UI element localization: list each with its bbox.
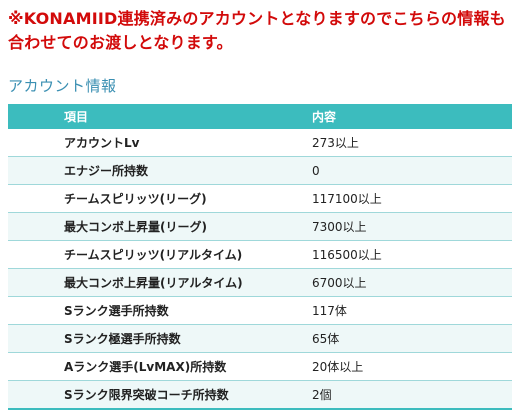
row-item-label: チームスピリッツ(リアルタイム) bbox=[8, 240, 304, 269]
table-row: Sランク選手所持数 117体 bbox=[8, 296, 512, 325]
row-item-label: チームスピリッツ(リーグ) bbox=[8, 184, 304, 213]
row-item-value: 2個 bbox=[304, 380, 512, 410]
row-item-label: Sランク選手所持数 bbox=[8, 296, 304, 325]
table-row: Sランク限界突破コーチ所持数 2個 bbox=[8, 380, 512, 410]
table-row: チームスピリッツ(リアルタイム) 116500以上 bbox=[8, 240, 512, 269]
notice-line-2: 合わせてのお渡しとなります。 bbox=[8, 33, 233, 52]
row-item-value: 116500以上 bbox=[304, 240, 512, 269]
row-item-value: 65体 bbox=[304, 324, 512, 353]
table-row: Sランク極選手所持数 65体 bbox=[8, 324, 512, 353]
row-item-label: Aランク選手(LvMAX)所持数 bbox=[8, 352, 304, 381]
account-info-table-container: 項目 内容 アカウントLv 273以上 エナジー所持数 0 チームスピリッツ(リ… bbox=[8, 104, 512, 410]
section-title: アカウント情報 bbox=[8, 77, 117, 95]
header-item: 項目 bbox=[8, 104, 304, 129]
row-item-label: 最大コンボ上昇量(リアルタイム) bbox=[8, 268, 304, 297]
row-item-label: エナジー所持数 bbox=[8, 156, 304, 185]
row-item-value: 20体以上 bbox=[304, 352, 512, 381]
table-row: エナジー所持数 0 bbox=[8, 156, 512, 185]
account-info-table: 項目 内容 アカウントLv 273以上 エナジー所持数 0 チームスピリッツ(リ… bbox=[8, 104, 512, 410]
table-row: アカウントLv 273以上 bbox=[8, 129, 512, 157]
row-item-label: アカウントLv bbox=[8, 129, 304, 157]
row-item-value: 117100以上 bbox=[304, 184, 512, 213]
notice-message: ※KONAMIID連携済みのアカウントとなりますのでこちらの情報も 合わせてのお… bbox=[8, 7, 513, 55]
row-item-value: 7300以上 bbox=[304, 212, 512, 241]
row-item-value: 0 bbox=[304, 156, 512, 185]
table-row: 最大コンボ上昇量(リーグ) 7300以上 bbox=[8, 212, 512, 241]
table-row: チームスピリッツ(リーグ) 117100以上 bbox=[8, 184, 512, 213]
row-item-value: 273以上 bbox=[304, 129, 512, 157]
table-row: 最大コンボ上昇量(リアルタイム) 6700以上 bbox=[8, 268, 512, 297]
row-item-value: 6700以上 bbox=[304, 268, 512, 297]
row-item-value: 117体 bbox=[304, 296, 512, 325]
row-item-label: 最大コンボ上昇量(リーグ) bbox=[8, 212, 304, 241]
row-item-label: Sランク限界突破コーチ所持数 bbox=[8, 380, 304, 410]
table-header-row: 項目 内容 bbox=[8, 104, 512, 129]
notice-line-1: ※KONAMIID連携済みのアカウントとなりますのでこちらの情報も bbox=[8, 9, 506, 28]
header-value: 内容 bbox=[304, 104, 512, 129]
table-row: Aランク選手(LvMAX)所持数 20体以上 bbox=[8, 352, 512, 381]
row-item-label: Sランク極選手所持数 bbox=[8, 324, 304, 353]
